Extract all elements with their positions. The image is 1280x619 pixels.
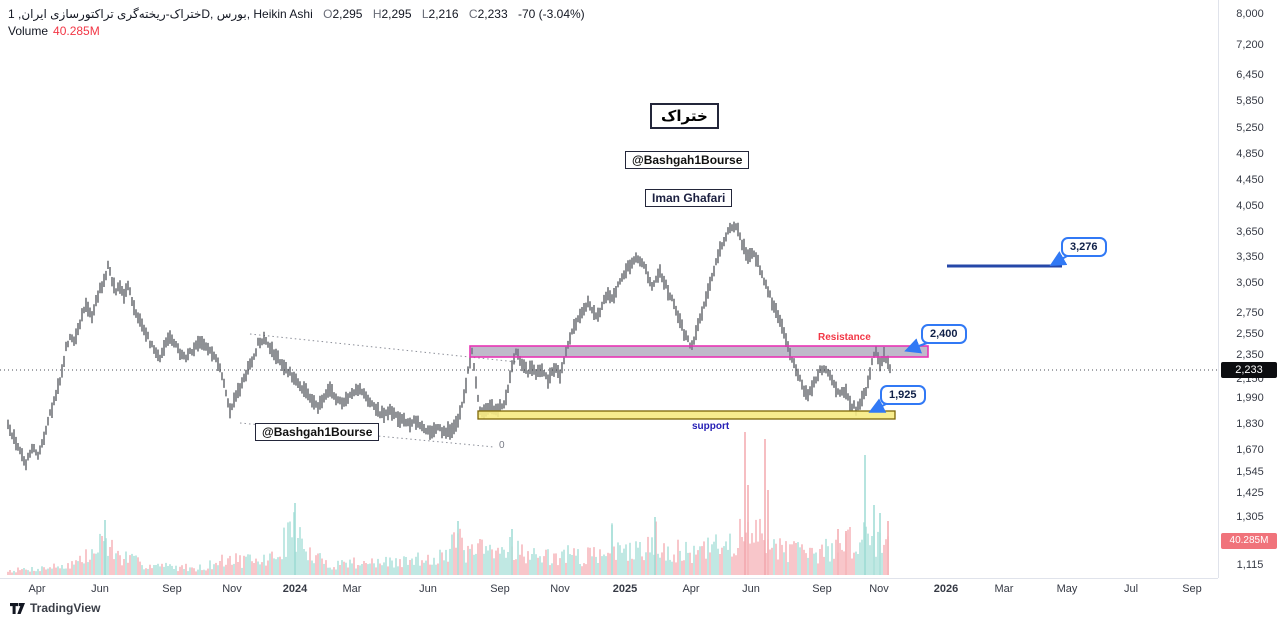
time-tick: Jul — [1123, 583, 1139, 595]
volume-value-badge: 40.285M — [1221, 533, 1277, 549]
tradingview-attribution[interactable]: TradingView — [10, 601, 100, 615]
price-tick: 8,000 — [1236, 8, 1264, 20]
tradingview-logo-icon — [10, 602, 25, 614]
symbol-info-row: ختراک-ریخته‌گری تراکتورسازی ایران, 1D, ب… — [8, 6, 585, 23]
time-tick: 2026 — [933, 583, 959, 595]
channel-handle-label-left[interactable]: @Bashgah1Bourse — [255, 423, 380, 441]
time-tick: Nov — [222, 583, 242, 595]
time-axis[interactable]: Apr Jun Sep Nov 2024 Mar Jun Sep Nov 2025 Apr Jun Se… — [0, 578, 1218, 601]
volume-label[interactable]: Volume — [8, 24, 49, 38]
time-tick: Mar — [342, 583, 362, 595]
ohlc-values: O2,295 H2,295 L2,216 C2,233 -70 (-3.04%) — [316, 7, 585, 21]
price-tick: 4,450 — [1236, 174, 1264, 186]
price-tick: 2,550 — [1236, 328, 1264, 340]
price-tick: 5,850 — [1236, 95, 1264, 107]
time-tick: Sep — [812, 583, 832, 595]
open-label: O — [323, 7, 333, 21]
price-tick: 3,050 — [1236, 277, 1264, 289]
price-tick: 1,305 — [1236, 511, 1264, 523]
price-tick: 1,670 — [1236, 444, 1264, 456]
change-value: -70 (-3.04%) — [517, 7, 585, 21]
time-tick: Sep — [162, 583, 182, 595]
author-label[interactable]: Iman Ghafari — [645, 189, 733, 207]
low-label: L — [421, 7, 429, 21]
time-tick: 2024 — [282, 583, 308, 595]
price-tick: 5,250 — [1236, 122, 1264, 134]
high-label: H — [372, 7, 382, 21]
resistance-label[interactable]: Resistance — [818, 332, 871, 343]
price-tick: 6,450 — [1236, 69, 1264, 81]
close-value: 2,233 — [477, 7, 508, 21]
price-tick: 7,200 — [1236, 39, 1264, 51]
price-tick: 4,850 — [1236, 148, 1264, 160]
time-tick: Jun — [742, 583, 760, 595]
price-tick: 1,830 — [1236, 418, 1264, 430]
price-callout-resistance[interactable]: 2,400 — [921, 324, 967, 344]
volume-row: Volume 40.285M — [8, 23, 585, 40]
price-tick: 4,050 — [1236, 200, 1264, 212]
time-tick: Nov — [869, 583, 889, 595]
ticker-watermark-label[interactable]: ختراک — [650, 103, 719, 129]
close-label: C — [468, 7, 478, 21]
price-callout-target[interactable]: 3,276 — [1061, 237, 1107, 257]
time-tick: Sep — [1182, 583, 1202, 595]
time-tick: May — [1056, 583, 1078, 595]
price-tick: 3,350 — [1236, 251, 1264, 263]
low-value: 2,216 — [428, 7, 459, 21]
channel-handle-label-center[interactable]: @Bashgah1Bourse — [625, 151, 750, 169]
price-tick: 2,350 — [1236, 349, 1264, 361]
time-tick: Mar — [994, 583, 1014, 595]
symbol-header: ختراک-ریخته‌گری تراکتورسازی ایران, 1D, ب… — [8, 6, 585, 40]
time-tick: Apr — [682, 583, 700, 595]
time-tick: 2025 — [612, 583, 638, 595]
chart-canvas — [0, 221, 1218, 575]
time-tick: Nov — [550, 583, 570, 595]
open-value: 2,295 — [332, 7, 363, 21]
support-label[interactable]: support — [692, 421, 730, 432]
last-price-badge: 2,233 — [1221, 362, 1277, 378]
trendline-zero-label: 0 — [499, 440, 505, 451]
price-axis[interactable]: 2,233 40.285M 8,000 7,200 6,450 5,850 5,250 4… — [1218, 0, 1280, 578]
high-value: 2,295 — [381, 7, 412, 21]
price-tick: 3,650 — [1236, 226, 1264, 238]
time-tick: Jun — [91, 583, 109, 595]
price-tick: 1,115 — [1236, 559, 1264, 571]
tradingview-brand-text: TradingView — [30, 601, 101, 615]
price-tick: 1,990 — [1236, 392, 1264, 404]
volume-value: 40.285M — [53, 24, 100, 38]
price-tick: 1,545 — [1236, 466, 1264, 478]
symbol-title[interactable]: ختراک-ریخته‌گری تراکتورسازی ایران, 1D, ب… — [8, 7, 313, 21]
price-tick: 1,425 — [1236, 487, 1264, 499]
chart-plot-area[interactable]: ختراک-ریخته‌گری تراکتورسازی ایران, 1D, ب… — [0, 0, 1218, 578]
time-tick: Sep — [490, 583, 510, 595]
price-tick: 2,750 — [1236, 307, 1264, 319]
time-tick: Apr — [28, 583, 46, 595]
price-callout-support[interactable]: 1,925 — [880, 385, 926, 405]
time-tick: Jun — [419, 583, 437, 595]
